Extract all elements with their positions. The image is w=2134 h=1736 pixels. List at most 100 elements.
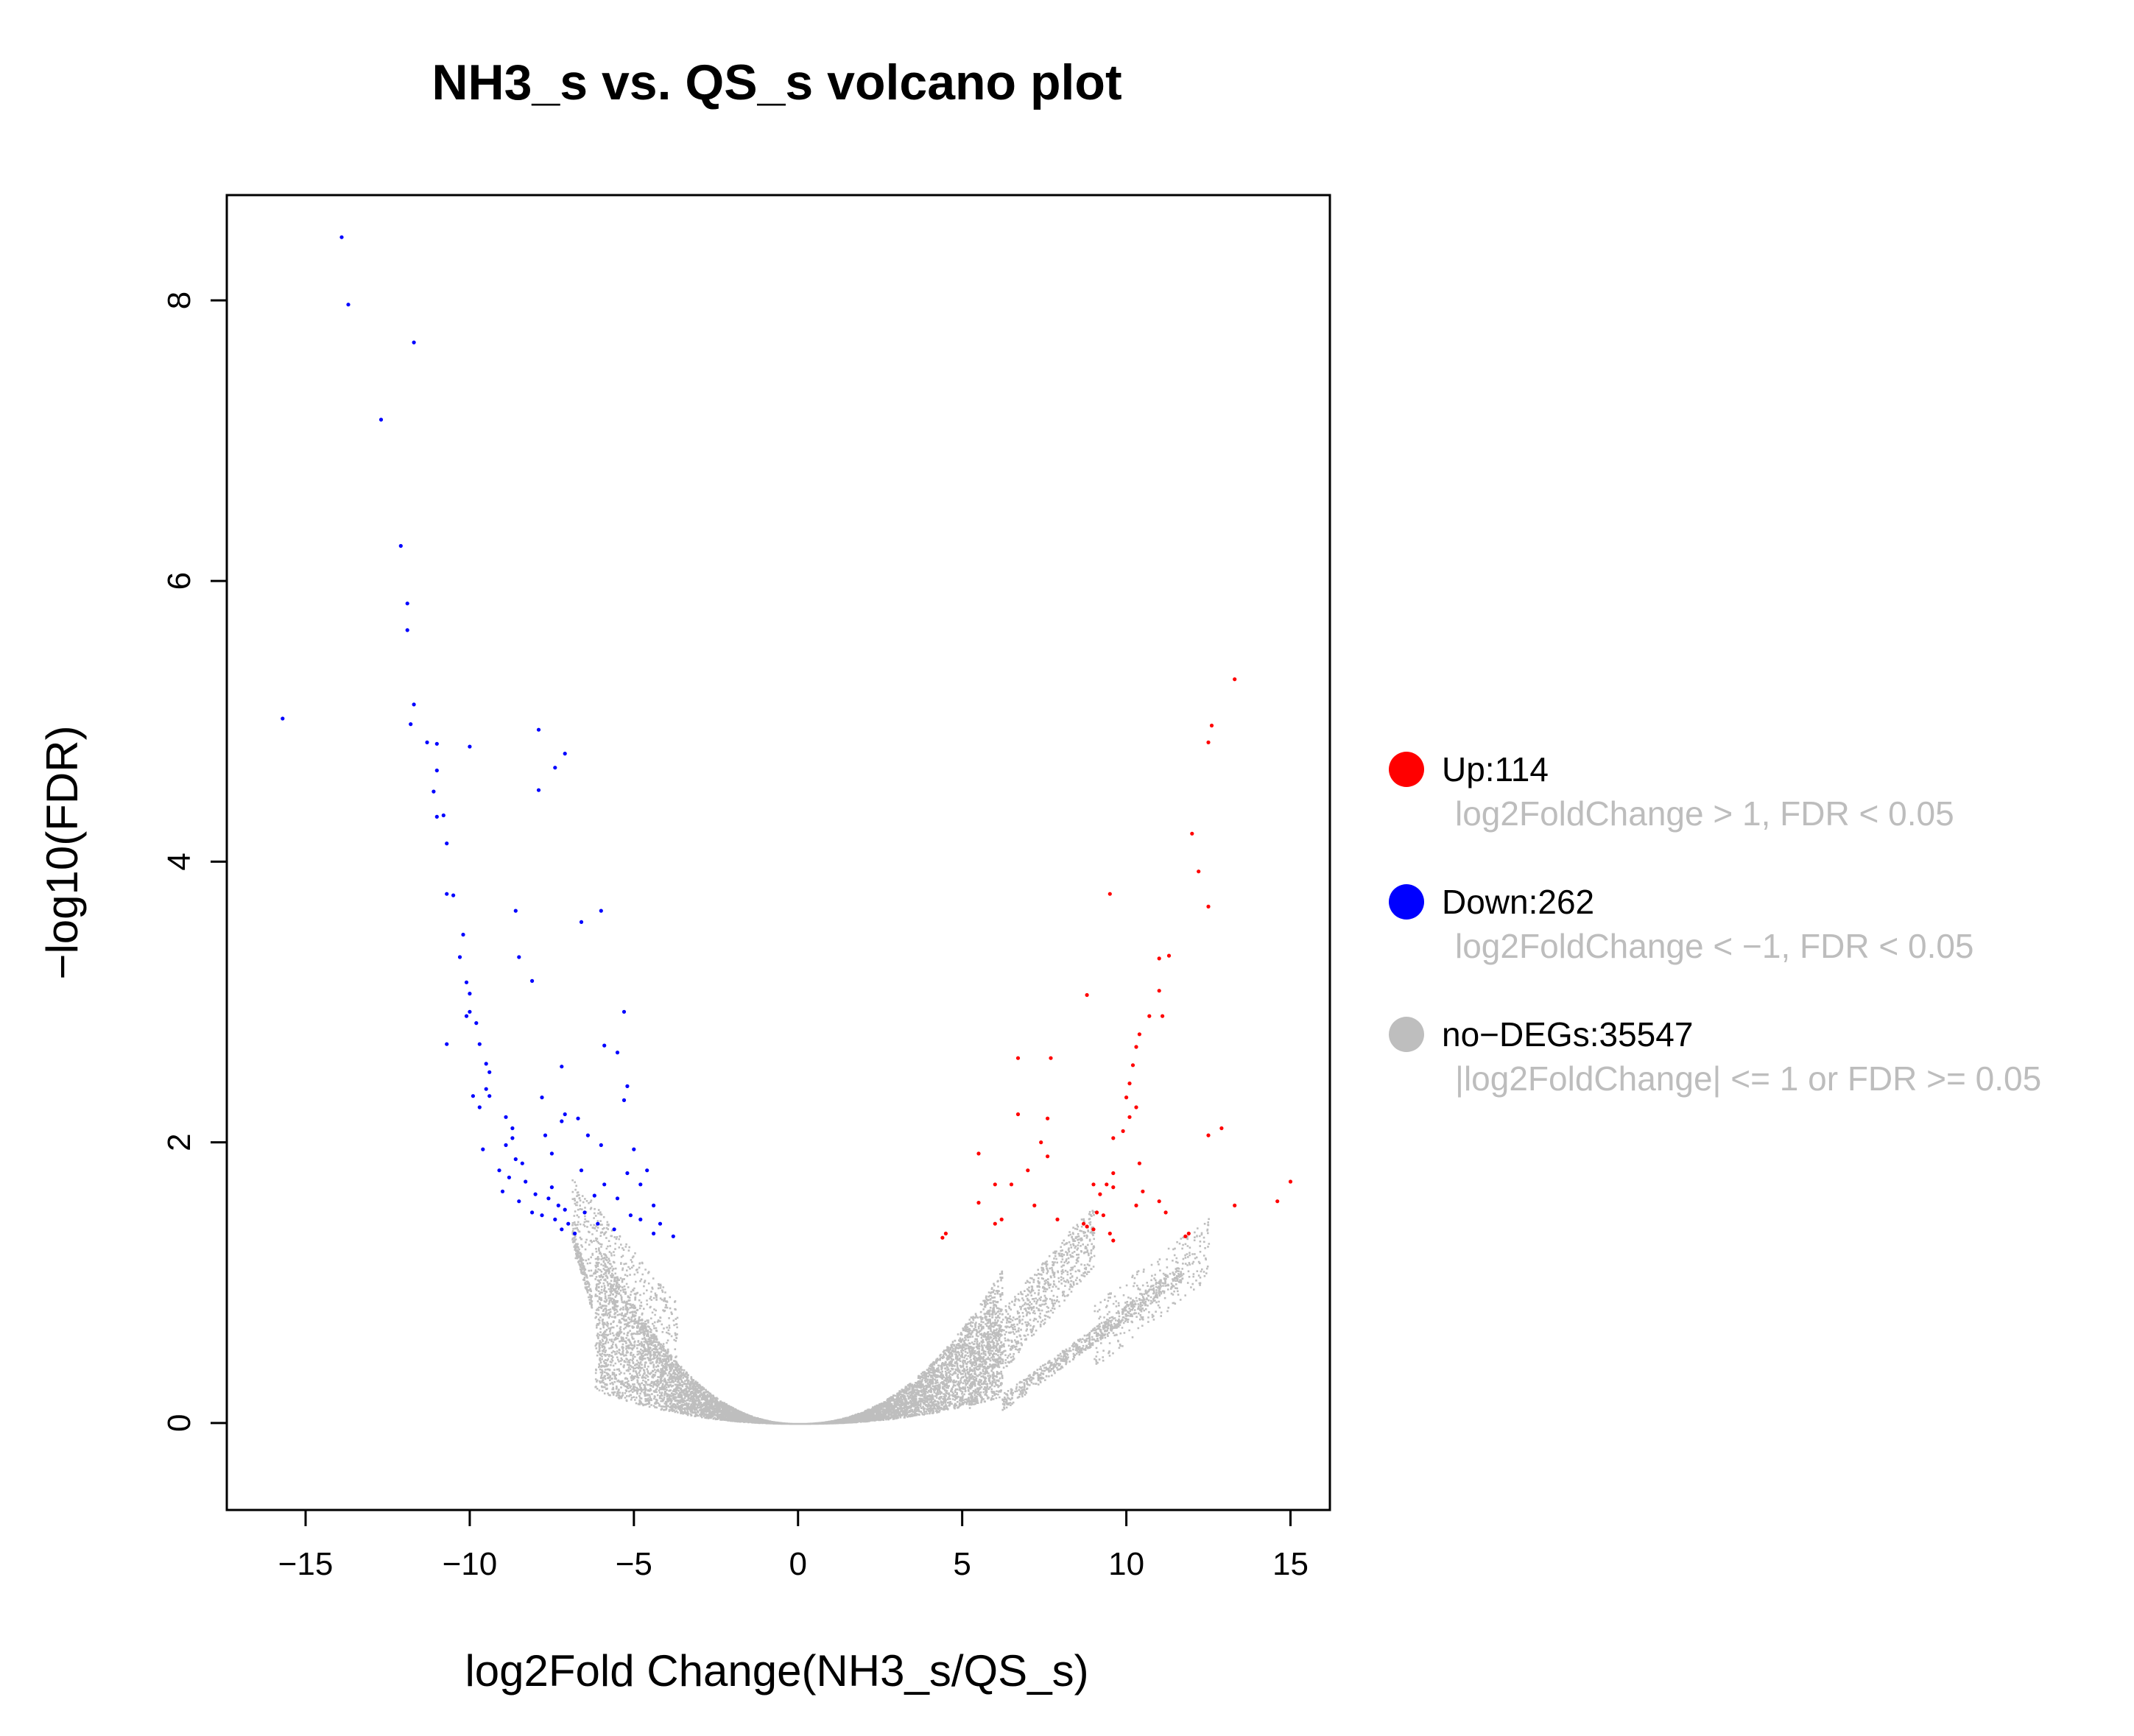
up-point (1039, 1140, 1043, 1145)
legend-up-desc: log2FoldChange > 1, FDR < 0.05 (1455, 794, 1954, 833)
up-point (1046, 1116, 1050, 1121)
down-point (530, 1210, 535, 1215)
x-tick-label: −15 (278, 1546, 334, 1582)
up-point (1190, 831, 1194, 836)
up-point (1121, 1129, 1125, 1133)
down-point (599, 1143, 603, 1147)
plot-frame (225, 194, 1331, 1511)
down-point (560, 1227, 564, 1232)
down-point (602, 1182, 607, 1187)
up-point (1157, 989, 1161, 993)
down-point (412, 340, 416, 345)
legend: Up:114 log2FoldChange > 1, FDR < 0.05 Down… (1389, 750, 2041, 1098)
down-point (553, 1217, 557, 1221)
down-point (536, 727, 541, 732)
up-point (1049, 1056, 1053, 1060)
up-point (1111, 1185, 1116, 1190)
up-point (1127, 1082, 1132, 1086)
down-point (468, 744, 472, 749)
down-point (474, 1021, 479, 1026)
down-point (497, 1168, 501, 1173)
down-point (621, 1098, 627, 1102)
down-point (432, 789, 436, 794)
down-point (566, 1221, 571, 1226)
down-point (573, 1231, 577, 1236)
down-point (468, 1009, 472, 1014)
down-point (464, 1014, 469, 1018)
y-tick-label: 0 (161, 1414, 197, 1432)
down-point (579, 920, 584, 924)
down-point (409, 722, 413, 727)
up-point (1137, 1161, 1141, 1165)
down-point (563, 1112, 567, 1117)
up-point (940, 1235, 945, 1240)
up-point (1085, 992, 1089, 998)
down-point (513, 908, 518, 913)
up-point (1105, 1182, 1109, 1187)
down-point (484, 1062, 488, 1066)
down-point (451, 893, 456, 897)
up-point (1111, 1238, 1116, 1243)
down-point (540, 1213, 544, 1218)
up-point (1233, 1203, 1237, 1207)
down-point (671, 1234, 675, 1238)
down-point (445, 892, 449, 896)
down-point (461, 932, 465, 937)
up-point (1124, 1095, 1129, 1100)
legend-down-desc: log2FoldChange < −1, FDR < 0.05 (1455, 927, 1974, 965)
up-point (1091, 1182, 1096, 1187)
up-point (1206, 904, 1211, 908)
down-point (484, 1087, 488, 1091)
up-point (1134, 1045, 1138, 1049)
down-point (524, 1179, 528, 1184)
up-point (1209, 723, 1214, 728)
y-tick-label: 2 (161, 1133, 197, 1151)
legend-down-label: Down:262 (1442, 883, 1594, 921)
no-degs-points (571, 1179, 1211, 1425)
up-point (1275, 1199, 1280, 1204)
up-point (1186, 1231, 1191, 1236)
x-tick-label: 5 (953, 1546, 971, 1582)
down-point (281, 716, 285, 721)
down-point (549, 1185, 554, 1190)
down-point (412, 702, 416, 707)
down-point (510, 1126, 515, 1131)
up-point (1141, 1189, 1145, 1193)
down-point (599, 908, 603, 913)
down-point (625, 1084, 630, 1088)
down-point (477, 1105, 482, 1109)
up-point (1098, 1192, 1102, 1196)
down-point (517, 1199, 521, 1204)
down-point (434, 768, 439, 773)
down-point (468, 992, 472, 996)
up-point (1157, 956, 1161, 961)
x-tick-label: −5 (616, 1546, 652, 1582)
down-point (632, 1147, 636, 1151)
up-point (1101, 1213, 1105, 1218)
down-point (513, 1157, 518, 1162)
x-tick-label: 15 (1272, 1546, 1309, 1582)
up-point (1094, 1210, 1099, 1215)
down-point (628, 1213, 633, 1218)
up-point (1111, 1171, 1116, 1176)
x-axis: −15 −10 −5 0 5 10 15 (278, 1509, 1309, 1582)
up-point (1134, 1203, 1138, 1207)
down-point (487, 1094, 492, 1098)
up-point (1219, 1126, 1224, 1131)
up-point (993, 1221, 997, 1226)
up-point (1026, 1168, 1030, 1173)
down-point (579, 1168, 584, 1173)
down-point (582, 1210, 587, 1215)
up-point (1015, 1056, 1021, 1060)
up-point (1166, 953, 1172, 958)
up-point (999, 1217, 1004, 1221)
up-point (1183, 1234, 1188, 1238)
up-point (993, 1182, 997, 1187)
x-tick-label: −10 (443, 1546, 498, 1582)
up-point (1147, 1014, 1152, 1018)
down-point (563, 1207, 567, 1212)
down-point (546, 1196, 551, 1201)
down-point (540, 1095, 544, 1100)
up-point (1197, 869, 1201, 874)
up-point (1108, 1231, 1112, 1236)
